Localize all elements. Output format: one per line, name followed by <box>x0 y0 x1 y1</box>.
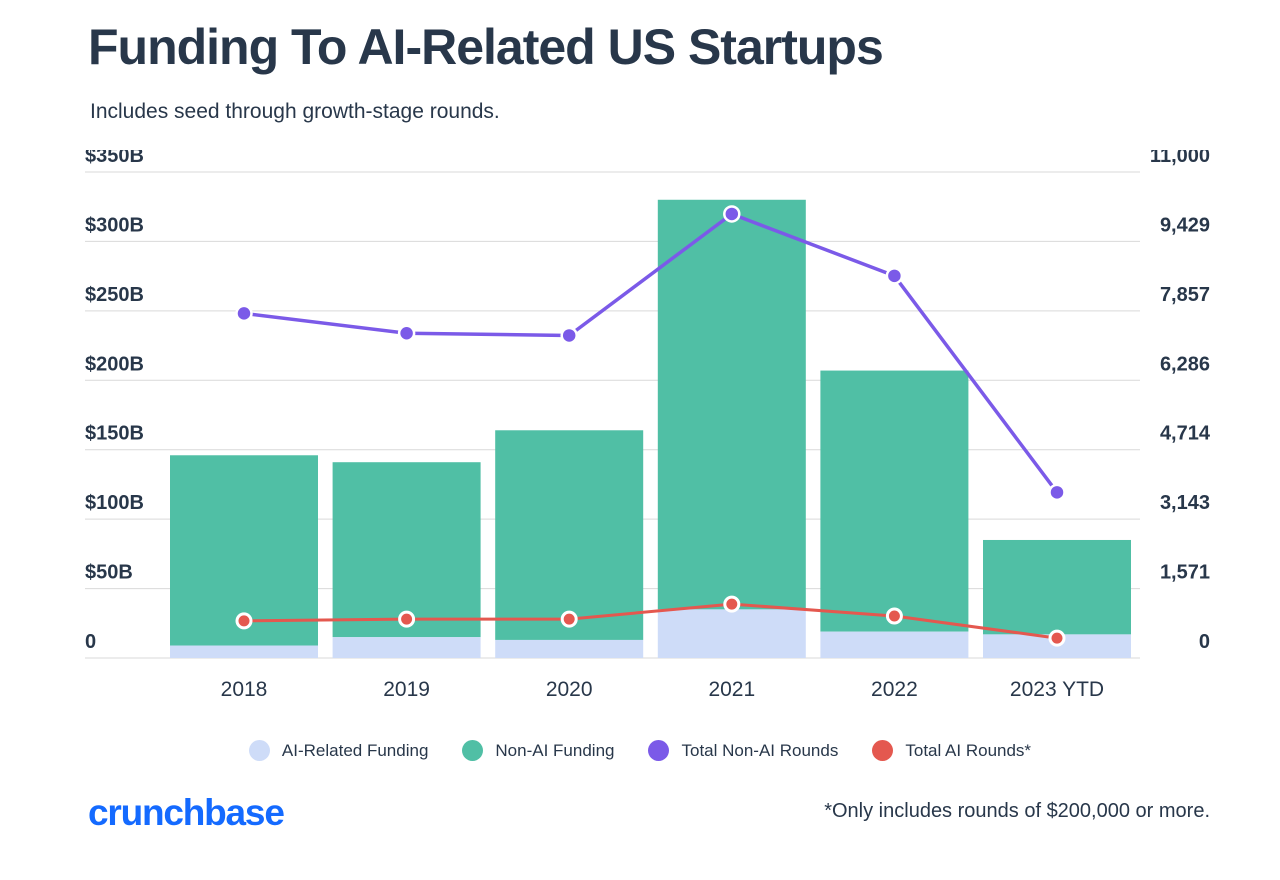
legend-swatch <box>872 740 894 761</box>
bar-ai-funding-2020 <box>495 639 644 658</box>
right-axis-tick: 1,571 <box>1160 562 1210 584</box>
crunchbase-logo: crunchbase <box>88 792 285 833</box>
marker-ai-rounds-2022 <box>885 607 903 625</box>
page-title: Funding To AI-Related US Startups <box>88 19 884 75</box>
marker-ai-rounds-2023 YTD <box>1048 629 1066 647</box>
line-non-ai-rounds <box>242 212 1059 495</box>
bar-non-ai-funding-2021 <box>657 199 806 610</box>
marker-ai-rounds-2021 <box>723 595 741 613</box>
marker-ai-rounds-2019 <box>398 610 416 628</box>
footnote: *Only includes rounds of $200,000 or mor… <box>824 800 1210 822</box>
right-axis-tick: 4,714 <box>1160 423 1211 445</box>
x-axis-label: 2018 <box>221 678 268 701</box>
line-ai-rounds <box>242 602 1059 640</box>
left-axis-tick: $350B <box>85 150 144 167</box>
left-axis-tick: $250B <box>85 284 144 306</box>
bar-non-ai-funding-2022 <box>820 370 969 632</box>
x-axis-label: 2021 <box>708 678 755 701</box>
bar-ai-funding-2022 <box>820 631 969 658</box>
right-axis-tick: 7,857 <box>1160 284 1210 306</box>
marker-non-ai-rounds-2022 <box>885 267 904 285</box>
left-axis-tick: $200B <box>85 353 144 375</box>
chart-subtitle: Includes seed through growth-stage round… <box>90 100 500 123</box>
marker-non-ai-rounds-2023 YTD <box>1048 483 1066 502</box>
right-axis-tick: 3,143 <box>1160 492 1210 514</box>
marker-non-ai-rounds-2021 <box>723 205 741 223</box>
marker-ai-rounds-2020 <box>560 610 578 628</box>
legend-swatch <box>648 740 670 761</box>
x-axis-label: 2020 <box>546 678 593 701</box>
bar-ai-funding-2021 <box>657 609 806 658</box>
legend-item-non-ai-funding: Non-AI Funding <box>462 740 614 761</box>
chart-legend: AI-Related Funding Non-AI Funding Total No… <box>0 740 1280 761</box>
left-axis-tick: $150B <box>85 423 144 445</box>
left-axis-tick: 0 <box>85 631 96 653</box>
right-axis-tick: 0 <box>1199 631 1210 653</box>
left-axis-tick: $100B <box>85 492 144 514</box>
legend-swatch <box>248 740 270 761</box>
legend-label: Non-AI Funding <box>495 740 615 760</box>
legend-item-total-ai-rounds: Total AI Rounds* <box>872 740 1031 761</box>
right-axis-tick: 6,286 <box>1160 353 1210 375</box>
bar-ai-funding-2019 <box>332 637 481 658</box>
marker-non-ai-rounds-2020 <box>560 326 578 345</box>
legend-label: AI-Related Funding <box>281 740 429 760</box>
left-axis-tick: $300B <box>85 214 144 236</box>
left-axis-tick: $50B <box>85 562 133 584</box>
legend-item-total-non-ai-rounds: Total Non-AI Rounds <box>648 740 838 761</box>
legend-label: Total AI Rounds* <box>905 740 1032 760</box>
marker-non-ai-rounds-2018 <box>235 304 253 323</box>
x-axis-label: 2019 <box>383 678 430 701</box>
marker-non-ai-rounds-2019 <box>397 324 416 343</box>
bar-non-ai-funding-2019 <box>332 462 481 638</box>
x-axis-label: 2023 YTD <box>1010 678 1104 701</box>
bar-non-ai-funding-2020 <box>495 430 644 640</box>
right-axis-tick: 11,000 <box>1150 150 1210 167</box>
legend-label: Total Non-AI Rounds <box>681 740 839 760</box>
legend-swatch <box>462 740 484 761</box>
legend-item-ai-related-funding: AI-Related Funding <box>248 740 429 761</box>
x-axis-label: 2022 <box>871 678 918 701</box>
bar-ai-funding-2018 <box>170 645 318 658</box>
marker-ai-rounds-2018 <box>235 612 253 630</box>
funding-chart: $350B 11,000 $300B 9,429 $250B 7,857 $200B 6,28… <box>85 150 1211 701</box>
right-axis-tick: 9,429 <box>1160 214 1210 236</box>
bar-non-ai-funding-2023 YTD <box>983 539 1131 635</box>
